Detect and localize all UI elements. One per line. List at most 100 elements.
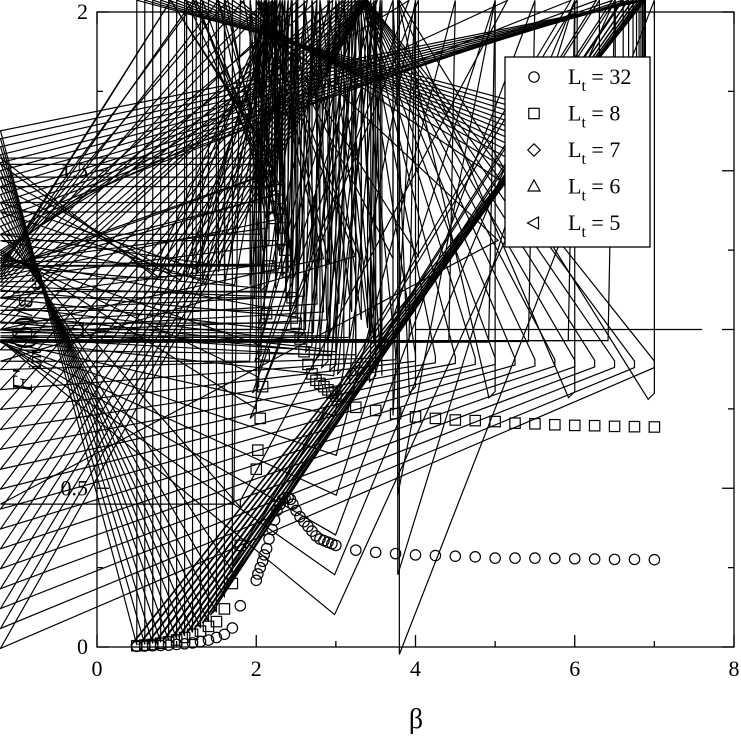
point-triangle-up [0,0,417,411]
legend-entry: Lt = 32 [528,64,631,95]
legend-label-sub: t [581,224,586,241]
point-circle [469,551,482,563]
point-circle [330,539,342,552]
y-tick-label: 0 [77,634,88,659]
point-square [628,420,641,433]
point-triangle-up [0,0,410,410]
point-triangle-up [0,0,630,629]
point-diamond [256,0,331,332]
point-square [318,380,330,393]
point-triangle-up [0,0,456,451]
point-triangle-left [0,0,289,289]
legend-label-rest: = 5 [586,210,620,235]
point-circle [608,553,621,566]
x-tick-label: 0 [92,656,103,681]
legend-marker-circle [528,71,540,83]
legend-label: Lt = 8 [568,101,620,132]
point-circle [529,552,541,564]
point-triangle-left [0,0,284,284]
point-triangle-left [0,0,357,362]
y-axis-label-prime: ' [8,368,39,375]
legend-marker-triangle-up [526,178,542,192]
point-circle [234,599,247,612]
legend-label-main: L [568,64,581,89]
point-square [509,417,521,429]
point-circle [202,634,215,646]
point-triangle-up [0,0,616,610]
legend-marker-diamond [526,142,542,158]
legend-label-main: L [568,137,581,162]
point-triangle-left [0,0,293,293]
point-triangle-left [0,0,337,337]
x-axis-label: β [409,704,423,735]
point-triangle-up [0,0,576,570]
legend-label: Lt = 7 [568,137,620,168]
point-circle [489,552,501,564]
point-triangle-up [0,0,350,350]
x-tick-label: 4 [410,656,421,681]
point-triangle-left [0,0,286,286]
point-circle [210,631,223,644]
point-circle [628,553,641,566]
point-circle [178,638,191,650]
point-circle [409,549,422,561]
point-circle [250,574,263,587]
point-square [369,404,382,417]
point-square [608,420,621,433]
point-square [294,333,306,345]
point-circle [290,504,302,517]
y-axis-label-main: F [8,374,39,393]
point-triangle-up [0,0,647,646]
y-axis-label-sub-ext: ext [25,267,46,291]
legend-label: Lt = 32 [568,64,631,95]
point-diamond [249,0,286,285]
legend-entry: Lt = 5 [526,210,620,241]
point-triangle-left [0,0,328,334]
point-circle [226,622,239,634]
legend-label-sub: t [581,151,586,168]
x-tick-label: 2 [251,656,262,681]
legend-label-sub: t [581,115,586,132]
point-circle [389,547,402,560]
point-square [588,419,601,432]
point-triangle-left [0,0,281,281]
point-circle [218,628,231,641]
y-tick-label: 2 [77,0,88,24]
point-triangle-up [0,0,556,550]
point-triangle-up [0,0,614,613]
point-circle [254,561,267,574]
point-circle [349,544,362,556]
legend-label-rest: = 8 [586,101,620,126]
legend-label-main: L [568,210,581,235]
legend-label-main: L [568,174,581,199]
point-square [648,421,661,433]
point-square [322,384,334,396]
y-tick-label: 1 [77,317,88,342]
point-circle [287,498,299,510]
point-circle [648,553,661,566]
x-tick-label: 6 [569,656,580,681]
point-circle [568,552,581,565]
point-triangle-up [0,0,655,650]
point-circle [252,568,264,580]
point-square [349,401,362,414]
legend-label: Lt = 5 [568,210,620,241]
point-circle [509,552,521,564]
legend-entry: Lt = 8 [528,101,620,132]
y-axis-label-mid: (β)/ε [8,297,39,349]
point-triangle-up [0,0,397,391]
legend-label-rest: = 32 [586,64,631,89]
point-triangle-left [0,0,377,377]
point-circle [449,550,462,562]
legend-label: Lt = 6 [568,174,620,205]
point-triangle-up [0,0,437,431]
legend-marker-triangle-left [526,215,540,231]
y-axis-label-prime2: ' [8,290,39,297]
point-triangle-left [0,0,318,324]
point-diamond [224,0,284,283]
chart-frame-layer: 0 2 4 6 8 0 0.5 1 1.5 2 [61,0,740,681]
point-triangle-up [0,0,536,530]
point-circle [549,552,561,565]
legend-label-rest: = 6 [586,174,620,199]
